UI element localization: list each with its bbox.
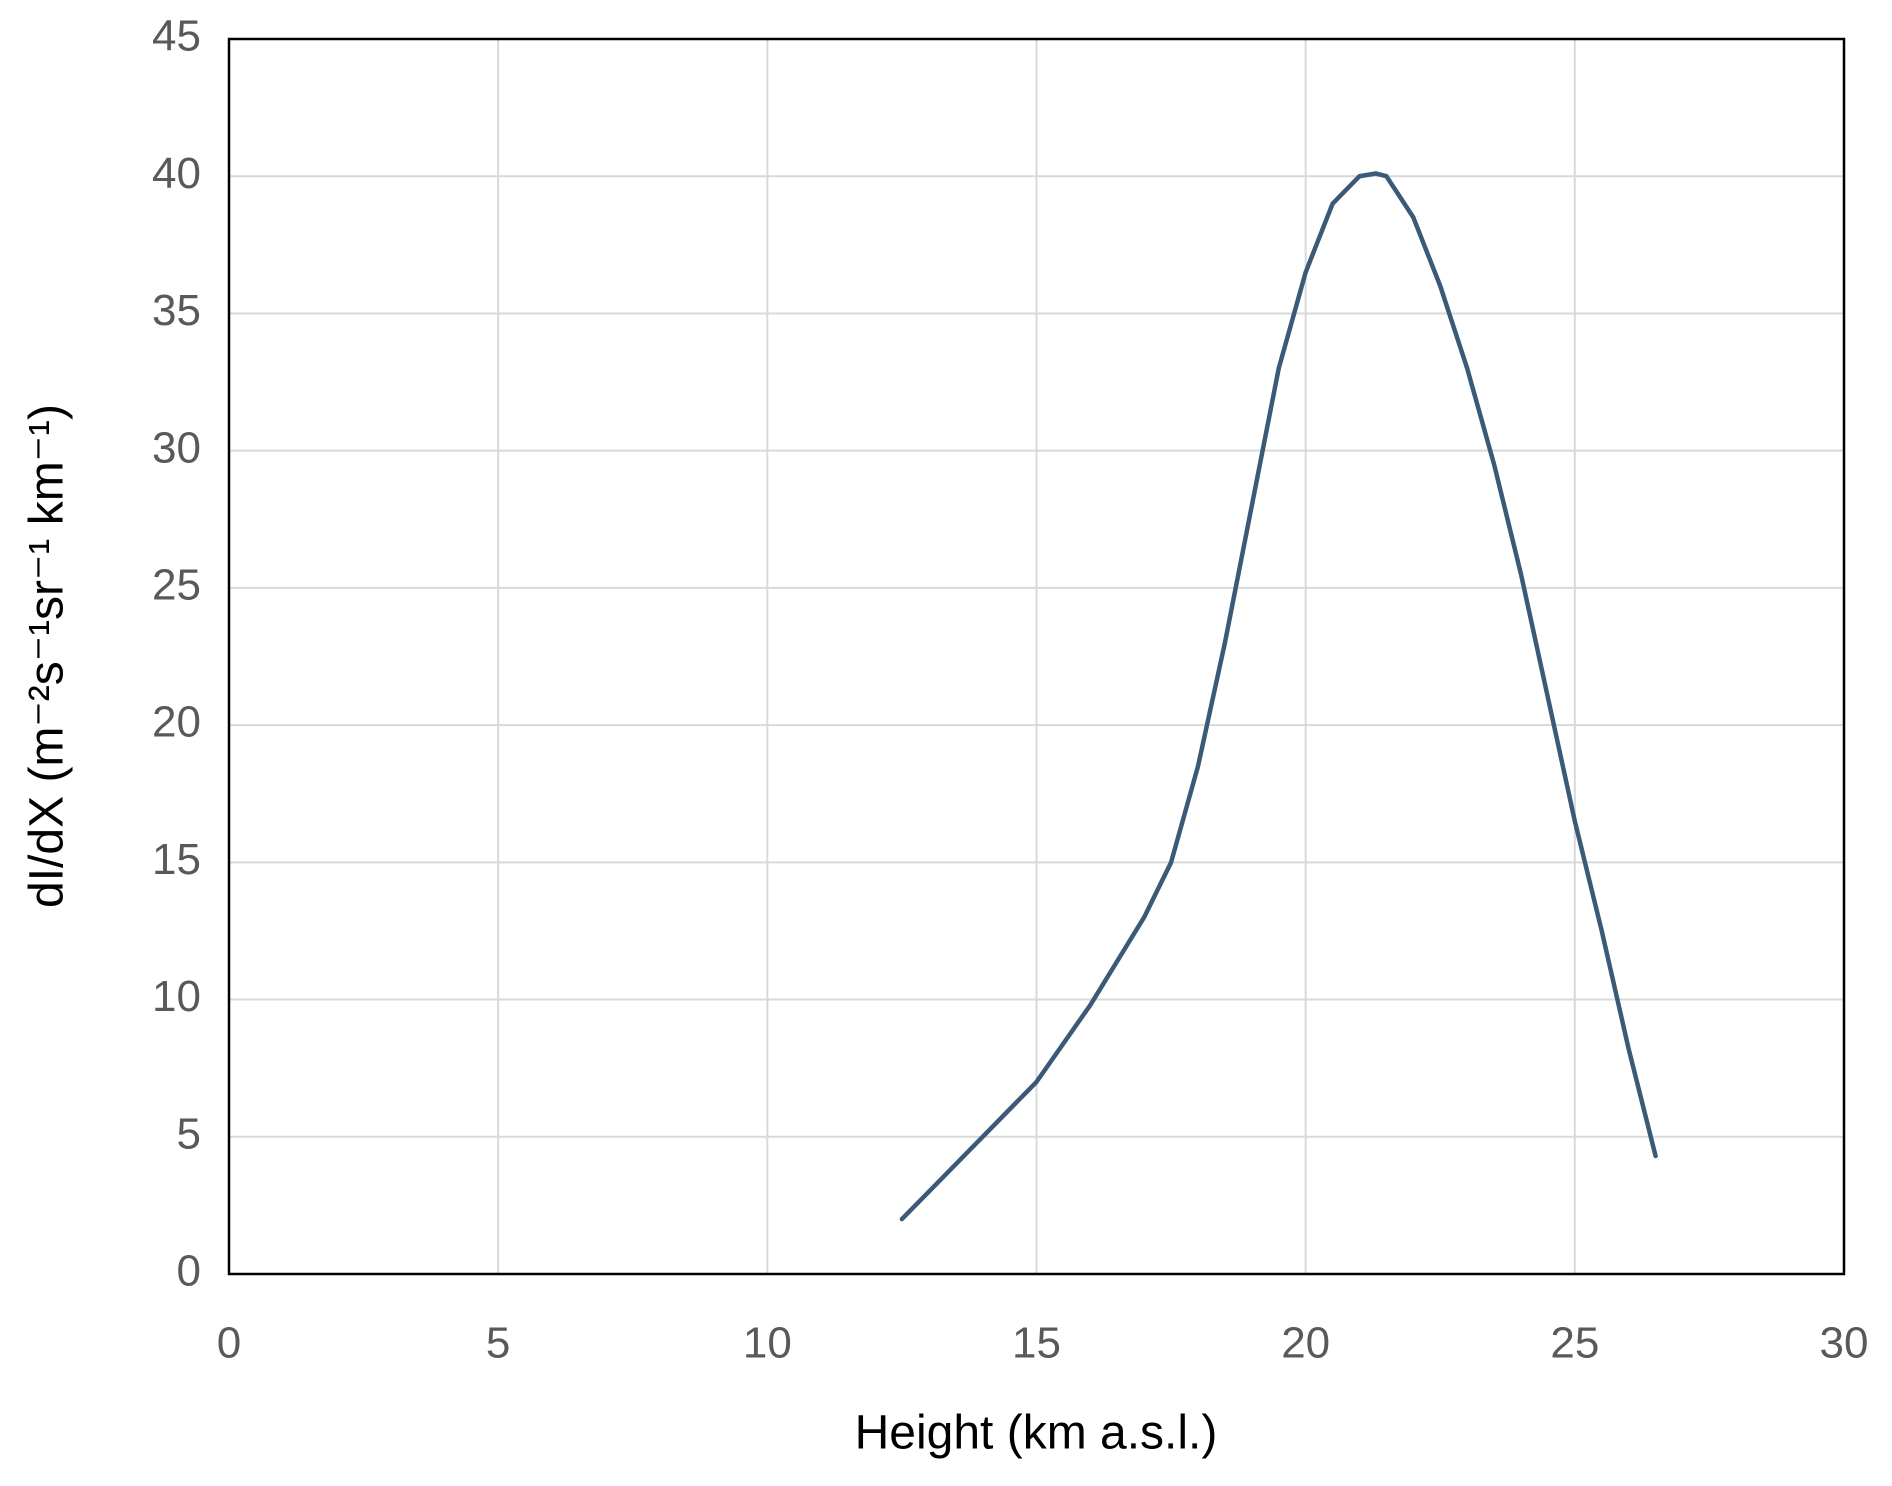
x-tick-label: 20 (1281, 1319, 1330, 1368)
x-tick-label: 0 (217, 1319, 241, 1368)
y-tick-label: 30 (152, 423, 201, 472)
y-tick-label: 35 (152, 286, 201, 335)
x-tick-label: 30 (1820, 1319, 1869, 1368)
y-tick-label: 0 (177, 1247, 201, 1296)
y-axis-title: dI/dX (m⁻²s⁻¹sr⁻¹ km⁻¹) (21, 404, 74, 908)
x-tick-label: 25 (1550, 1319, 1599, 1368)
x-axis-title: Height (km a.s.l.) (855, 1407, 1218, 1460)
y-tick-label: 25 (152, 561, 201, 610)
y-tick-label: 40 (152, 149, 201, 198)
data-line (899, 171, 1658, 1222)
y-tick-label: 45 (152, 12, 201, 61)
y-tick-label: 15 (152, 835, 201, 884)
x-tick-label: 5 (486, 1319, 510, 1368)
y-tick-label: 20 (152, 698, 201, 747)
y-tick-label: 10 (152, 972, 201, 1021)
x-tick-label: 15 (1012, 1319, 1061, 1368)
y-tick-label: 5 (177, 1109, 201, 1158)
plot-frame (227, 37, 1846, 1276)
x-tick-label: 10 (743, 1319, 792, 1368)
